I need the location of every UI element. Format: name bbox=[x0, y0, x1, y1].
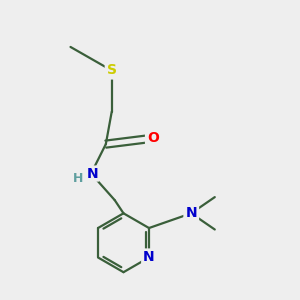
Text: N: N bbox=[87, 167, 98, 181]
Text: S: S bbox=[107, 64, 117, 77]
Text: N: N bbox=[185, 206, 197, 220]
Text: H: H bbox=[73, 172, 83, 185]
Text: O: O bbox=[147, 131, 159, 145]
Text: N: N bbox=[143, 250, 155, 265]
